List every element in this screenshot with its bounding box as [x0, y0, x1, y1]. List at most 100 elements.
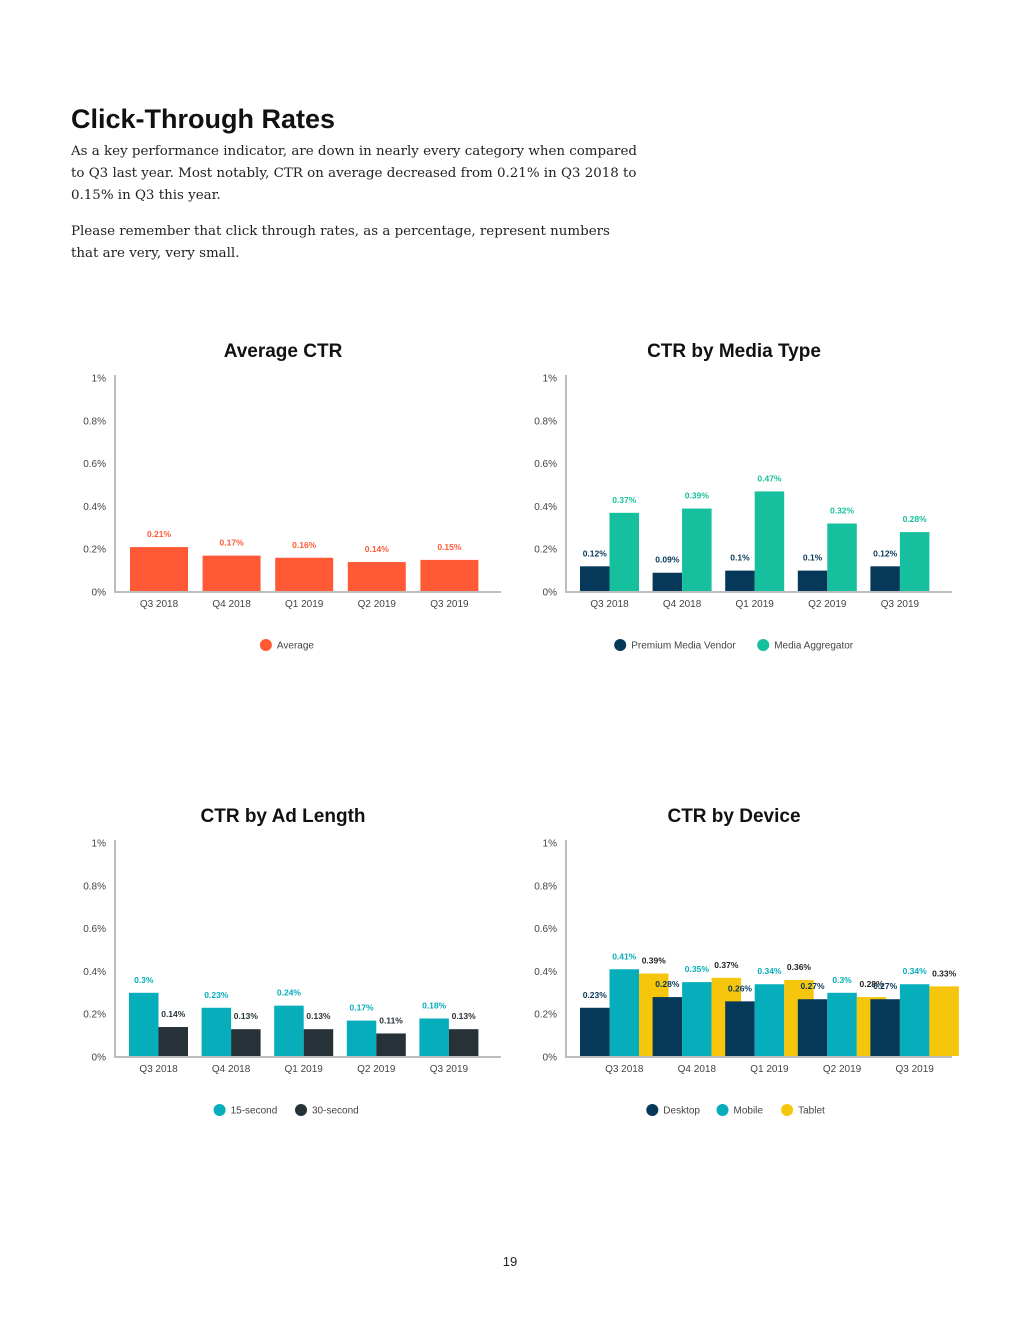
average-ctr-chart-svg: Average CTR 0% 0.2% 0.4% 0.6% 0.8% 1% 0.21% Q3 2…: [83, 341, 501, 652]
bar: [274, 1005, 304, 1056]
y-tick-label: 0.4%: [534, 502, 557, 513]
bar: [797, 999, 828, 1056]
x-tick-label: Q1 2019: [736, 599, 775, 610]
data-label: 0.39%: [642, 956, 667, 966]
data-label: 0.1%: [803, 553, 823, 563]
chart-title: CTR by Device: [667, 806, 800, 827]
data-label: 0.39%: [685, 491, 710, 501]
x-tick-label: Q4 2018: [678, 1064, 717, 1075]
bar: [303, 1029, 334, 1056]
data-label: 0.37%: [612, 495, 637, 505]
intro-paragraph: As a key performance indicator, are down…: [71, 144, 637, 203]
x-tick-label: Q1 2019: [285, 1064, 324, 1075]
y-tick-label: 0.8%: [534, 416, 557, 427]
legend-label: 15-second: [231, 1106, 278, 1117]
bar: [419, 1018, 449, 1056]
y-tick-label: 0%: [92, 1053, 107, 1064]
legend-label: Desktop: [663, 1106, 700, 1117]
chart-title: Average CTR: [224, 341, 343, 362]
bar: [682, 982, 712, 1056]
x-tick-label: Q3 2018: [605, 1064, 644, 1075]
ctr-by-ad-length-chart-svg: CTR by Ad Length 0% 0.2% 0.4% 0.6% 0.8% 1% 0.3%…: [83, 806, 501, 1117]
x-tick-label: Q2 2019: [808, 599, 847, 610]
y-tick-label: 0.8%: [83, 881, 106, 892]
data-label: 0.18%: [422, 1000, 447, 1010]
data-label: 0.14%: [365, 544, 390, 554]
y-tick-label: 0.2%: [83, 1010, 106, 1021]
average-ctr-chart: Average CTR 0% 0.2% 0.4% 0.6% 0.8% 1% 0.21% Q3 2…: [60, 330, 510, 670]
data-label: 0.26%: [728, 983, 753, 993]
data-label: 0.24%: [277, 988, 302, 998]
data-label: 0.28%: [655, 979, 680, 989]
y-tick-label: 0.6%: [83, 459, 106, 470]
data-label: 0.13%: [306, 1011, 331, 1021]
legend-marker: [781, 1104, 794, 1116]
data-label: 0.23%: [583, 990, 608, 1000]
data-label: 0.14%: [161, 1009, 186, 1019]
data-label: 0.17%: [349, 1003, 374, 1013]
y-tick-label: 0.2%: [534, 1010, 557, 1021]
legend-label: Media Aggregator: [774, 641, 854, 652]
bar: [754, 984, 785, 1056]
bar: [827, 523, 857, 591]
x-tick-label: Q3 2019: [430, 599, 469, 610]
bar: [275, 557, 334, 591]
bar: [827, 992, 857, 1056]
bar: [652, 572, 683, 591]
legend-marker: [213, 1104, 226, 1116]
y-tick-label: 0.4%: [83, 967, 106, 978]
data-label: 0.33%: [932, 968, 957, 978]
y-tick-label: 0.4%: [83, 502, 106, 513]
x-tick-label: Q3 2019: [430, 1064, 469, 1075]
bar: [129, 992, 159, 1056]
bar: [870, 566, 900, 591]
y-tick-label: 1%: [543, 374, 558, 385]
y-tick-label: 0.6%: [83, 924, 106, 935]
data-label: 0.21%: [147, 529, 172, 539]
x-tick-label: Q1 2019: [750, 1064, 789, 1075]
page-number: 19: [502, 1254, 518, 1269]
chart-title: CTR by Media Type: [647, 341, 821, 362]
legend-label: 30-second: [312, 1106, 359, 1117]
y-tick-label: 0.8%: [534, 881, 557, 892]
y-tick-label: 0.2%: [83, 545, 106, 556]
data-label: 0.16%: [292, 540, 317, 550]
bar: [754, 491, 785, 591]
data-label: 0.35%: [685, 964, 710, 974]
legend-label: Tablet: [798, 1106, 825, 1117]
data-label: 0.15%: [437, 542, 462, 552]
legend-marker: [614, 639, 627, 651]
data-label: 0.41%: [612, 951, 637, 961]
bar: [231, 1029, 261, 1056]
legend-marker: [295, 1104, 307, 1116]
y-tick-label: 1%: [92, 374, 107, 385]
x-tick-label: Q1 2019: [285, 599, 324, 610]
data-label: 0.3%: [134, 975, 154, 985]
chart-title: CTR by Ad Length: [201, 806, 366, 827]
bar: [929, 986, 959, 1056]
x-tick-label: Q2 2019: [358, 599, 397, 610]
bar: [580, 566, 610, 591]
bar: [130, 547, 188, 591]
bar: [202, 555, 261, 591]
y-tick-label: 0%: [543, 588, 558, 599]
ctr-by-device-chart: CTR by Device 0% 0.2% 0.4% 0.6% 0.8% 1% 0.23% 0.…: [511, 795, 961, 1135]
y-tick-label: 1%: [92, 839, 107, 850]
data-label: 0.12%: [583, 548, 608, 558]
x-tick-label: Q2 2019: [357, 1064, 396, 1075]
legend-marker: [259, 639, 272, 651]
bar: [609, 512, 639, 591]
bar: [420, 559, 479, 591]
y-tick-label: 0.2%: [534, 545, 557, 556]
bar: [376, 1033, 406, 1056]
bar: [448, 1029, 479, 1056]
x-tick-label: Q4 2018: [663, 599, 702, 610]
data-label: 0.34%: [757, 966, 782, 976]
bar: [580, 1007, 610, 1056]
bar: [158, 1027, 188, 1056]
x-tick-label: Q4 2018: [212, 1064, 251, 1075]
bar: [899, 984, 930, 1056]
data-label: 0.27%: [800, 981, 825, 991]
bar: [201, 1007, 232, 1056]
data-label: 0.17%: [220, 538, 245, 548]
